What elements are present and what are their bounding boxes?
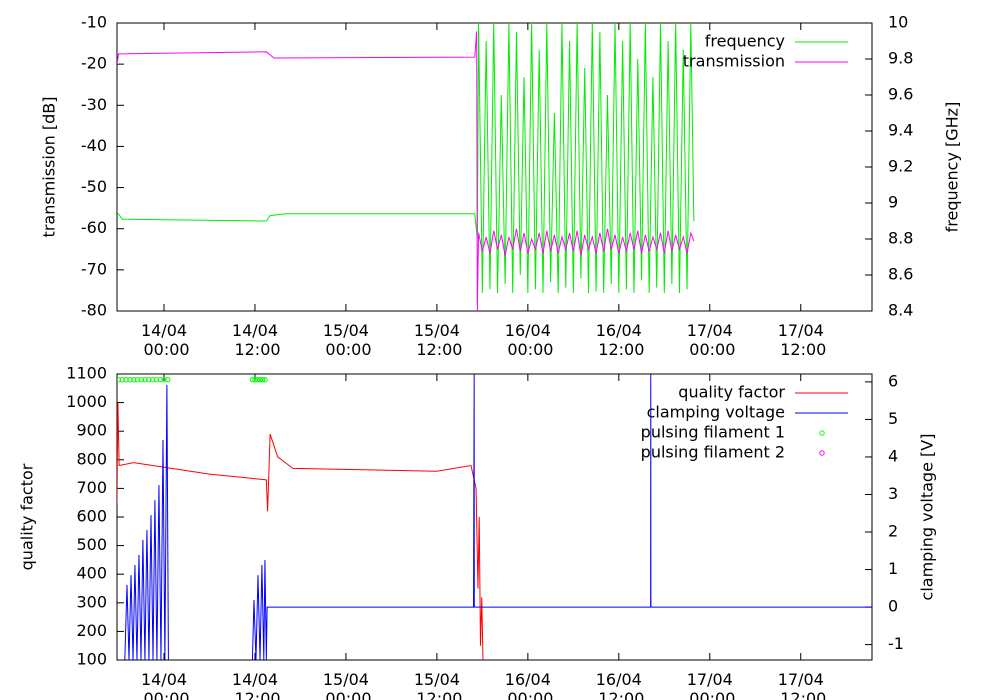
- y-tick-label: 600: [76, 507, 107, 526]
- y2-tick-label: 0: [888, 597, 898, 616]
- x-tick-label: 17/04 12:00: [775, 321, 826, 359]
- point: [142, 377, 148, 383]
- x-tick-label: 15/04 00:00: [320, 321, 371, 359]
- x-tick-label: 17/04 00:00: [684, 670, 735, 700]
- x-tick-label: 15/04 12:00: [411, 670, 462, 700]
- panel: 100 200 300 400 500 600 700 800 900 1000 1100 -1 0 1 2…: [18, 364, 937, 700]
- y-tick-label: 1100: [66, 364, 107, 383]
- x-tick-label: 16/04 00:00: [502, 321, 553, 359]
- y2-tick-label: 9: [888, 193, 898, 212]
- panel: -80 -70 -60 -50 -40 -30 -20 -10 8.4 8.6 8.8 9 9.2 9.4…: [40, 13, 962, 359]
- y2-tick-label: 8.8: [888, 229, 913, 248]
- series-layer: [117, 374, 872, 660]
- y-tick-label: -60: [81, 218, 107, 237]
- y2-tick-label: 10: [888, 13, 908, 32]
- y-tick-label: 300: [76, 592, 107, 611]
- y-tick-label: 500: [76, 535, 107, 554]
- point: [165, 377, 171, 383]
- series-line: [117, 23, 695, 294]
- legend-label: clamping voltage: [647, 403, 785, 422]
- x-tick-label: 14/04 12:00: [229, 321, 280, 359]
- x-tick-label: 16/04 00:00: [502, 670, 553, 700]
- y-tick-label: 100: [76, 650, 107, 669]
- legend-marker: [819, 450, 825, 456]
- y2-tick-label: 9.8: [888, 49, 913, 68]
- x-tick-label: 15/04 00:00: [320, 670, 371, 700]
- point: [254, 377, 261, 383]
- y2-tick-label: 9.6: [888, 85, 913, 104]
- y2-tick-label: 2: [888, 522, 898, 541]
- y-tick-label: -40: [81, 136, 107, 155]
- y-tick-label: 700: [76, 478, 107, 497]
- point: [123, 377, 129, 383]
- legend-label: transmission: [683, 52, 785, 71]
- x-tick-label: 14/04 12:00: [229, 670, 280, 700]
- legend-label: frequency: [705, 32, 785, 51]
- y2-tick-label: 9.4: [888, 121, 913, 140]
- point: [138, 377, 144, 383]
- y2-tick-label: 1: [888, 559, 898, 578]
- x-tick-label: 15/04 12:00: [411, 321, 462, 359]
- point: [259, 377, 266, 383]
- point: [146, 377, 152, 383]
- y2-tick-label: 9.2: [888, 157, 913, 176]
- series-line: [117, 402, 484, 660]
- x-tick-label: 16/04 12:00: [593, 321, 644, 359]
- point: [153, 377, 160, 383]
- point: [161, 377, 167, 383]
- point: [117, 377, 122, 383]
- y-tick-label: -50: [81, 177, 107, 196]
- y2-tick-label: 8.4: [888, 301, 913, 320]
- y-tick-label: -30: [81, 95, 107, 114]
- y-tick-label: -80: [81, 301, 107, 320]
- y-tick-label: 400: [76, 564, 107, 583]
- y-tick-label: -20: [81, 54, 107, 73]
- series-layer: [117, 23, 695, 311]
- y2-axis-label: frequency [GHz]: [943, 102, 962, 233]
- y-tick-label: -10: [81, 13, 107, 32]
- y2-tick-label: 6: [888, 371, 898, 390]
- point: [257, 377, 263, 383]
- y-axis-label: transmission [dB]: [40, 97, 59, 238]
- y-tick-label: 200: [76, 621, 107, 640]
- y-tick-label: 900: [76, 421, 107, 440]
- y2-axis-label: clamping voltage [V]: [918, 434, 937, 601]
- x-tick-label: 14/04 00:00: [138, 670, 189, 700]
- legend-label: quality factor: [678, 383, 785, 402]
- y2-tick-label: -1: [888, 634, 904, 653]
- x-tick-label: 17/04 12:00: [775, 670, 826, 700]
- y-tick-label: -70: [81, 259, 107, 278]
- legend-label: pulsing filament 2: [641, 443, 785, 462]
- point: [149, 377, 156, 383]
- point: [249, 377, 256, 383]
- y-tick-label: 800: [76, 449, 107, 468]
- y-axis-label: quality factor: [18, 463, 37, 570]
- y2-tick-label: 5: [888, 409, 898, 428]
- x-tick-label: 14/04 00:00: [138, 321, 189, 359]
- legend-label: pulsing filament 1: [641, 423, 785, 442]
- point: [130, 377, 137, 383]
- legend-marker: [819, 430, 825, 436]
- point: [262, 377, 268, 383]
- x-tick-label: 17/04 00:00: [684, 321, 735, 359]
- x-tick-label: 16/04 12:00: [593, 670, 644, 700]
- y-tick-label: 1000: [66, 392, 107, 411]
- point: [157, 377, 163, 383]
- series-line: [117, 31, 695, 311]
- point: [134, 377, 141, 383]
- point: [252, 377, 258, 383]
- series-line: [124, 374, 872, 660]
- point: [119, 377, 126, 383]
- point: [127, 377, 133, 383]
- y2-tick-label: 4: [888, 446, 898, 465]
- y2-tick-label: 3: [888, 484, 898, 503]
- y2-tick-label: 8.6: [888, 265, 913, 284]
